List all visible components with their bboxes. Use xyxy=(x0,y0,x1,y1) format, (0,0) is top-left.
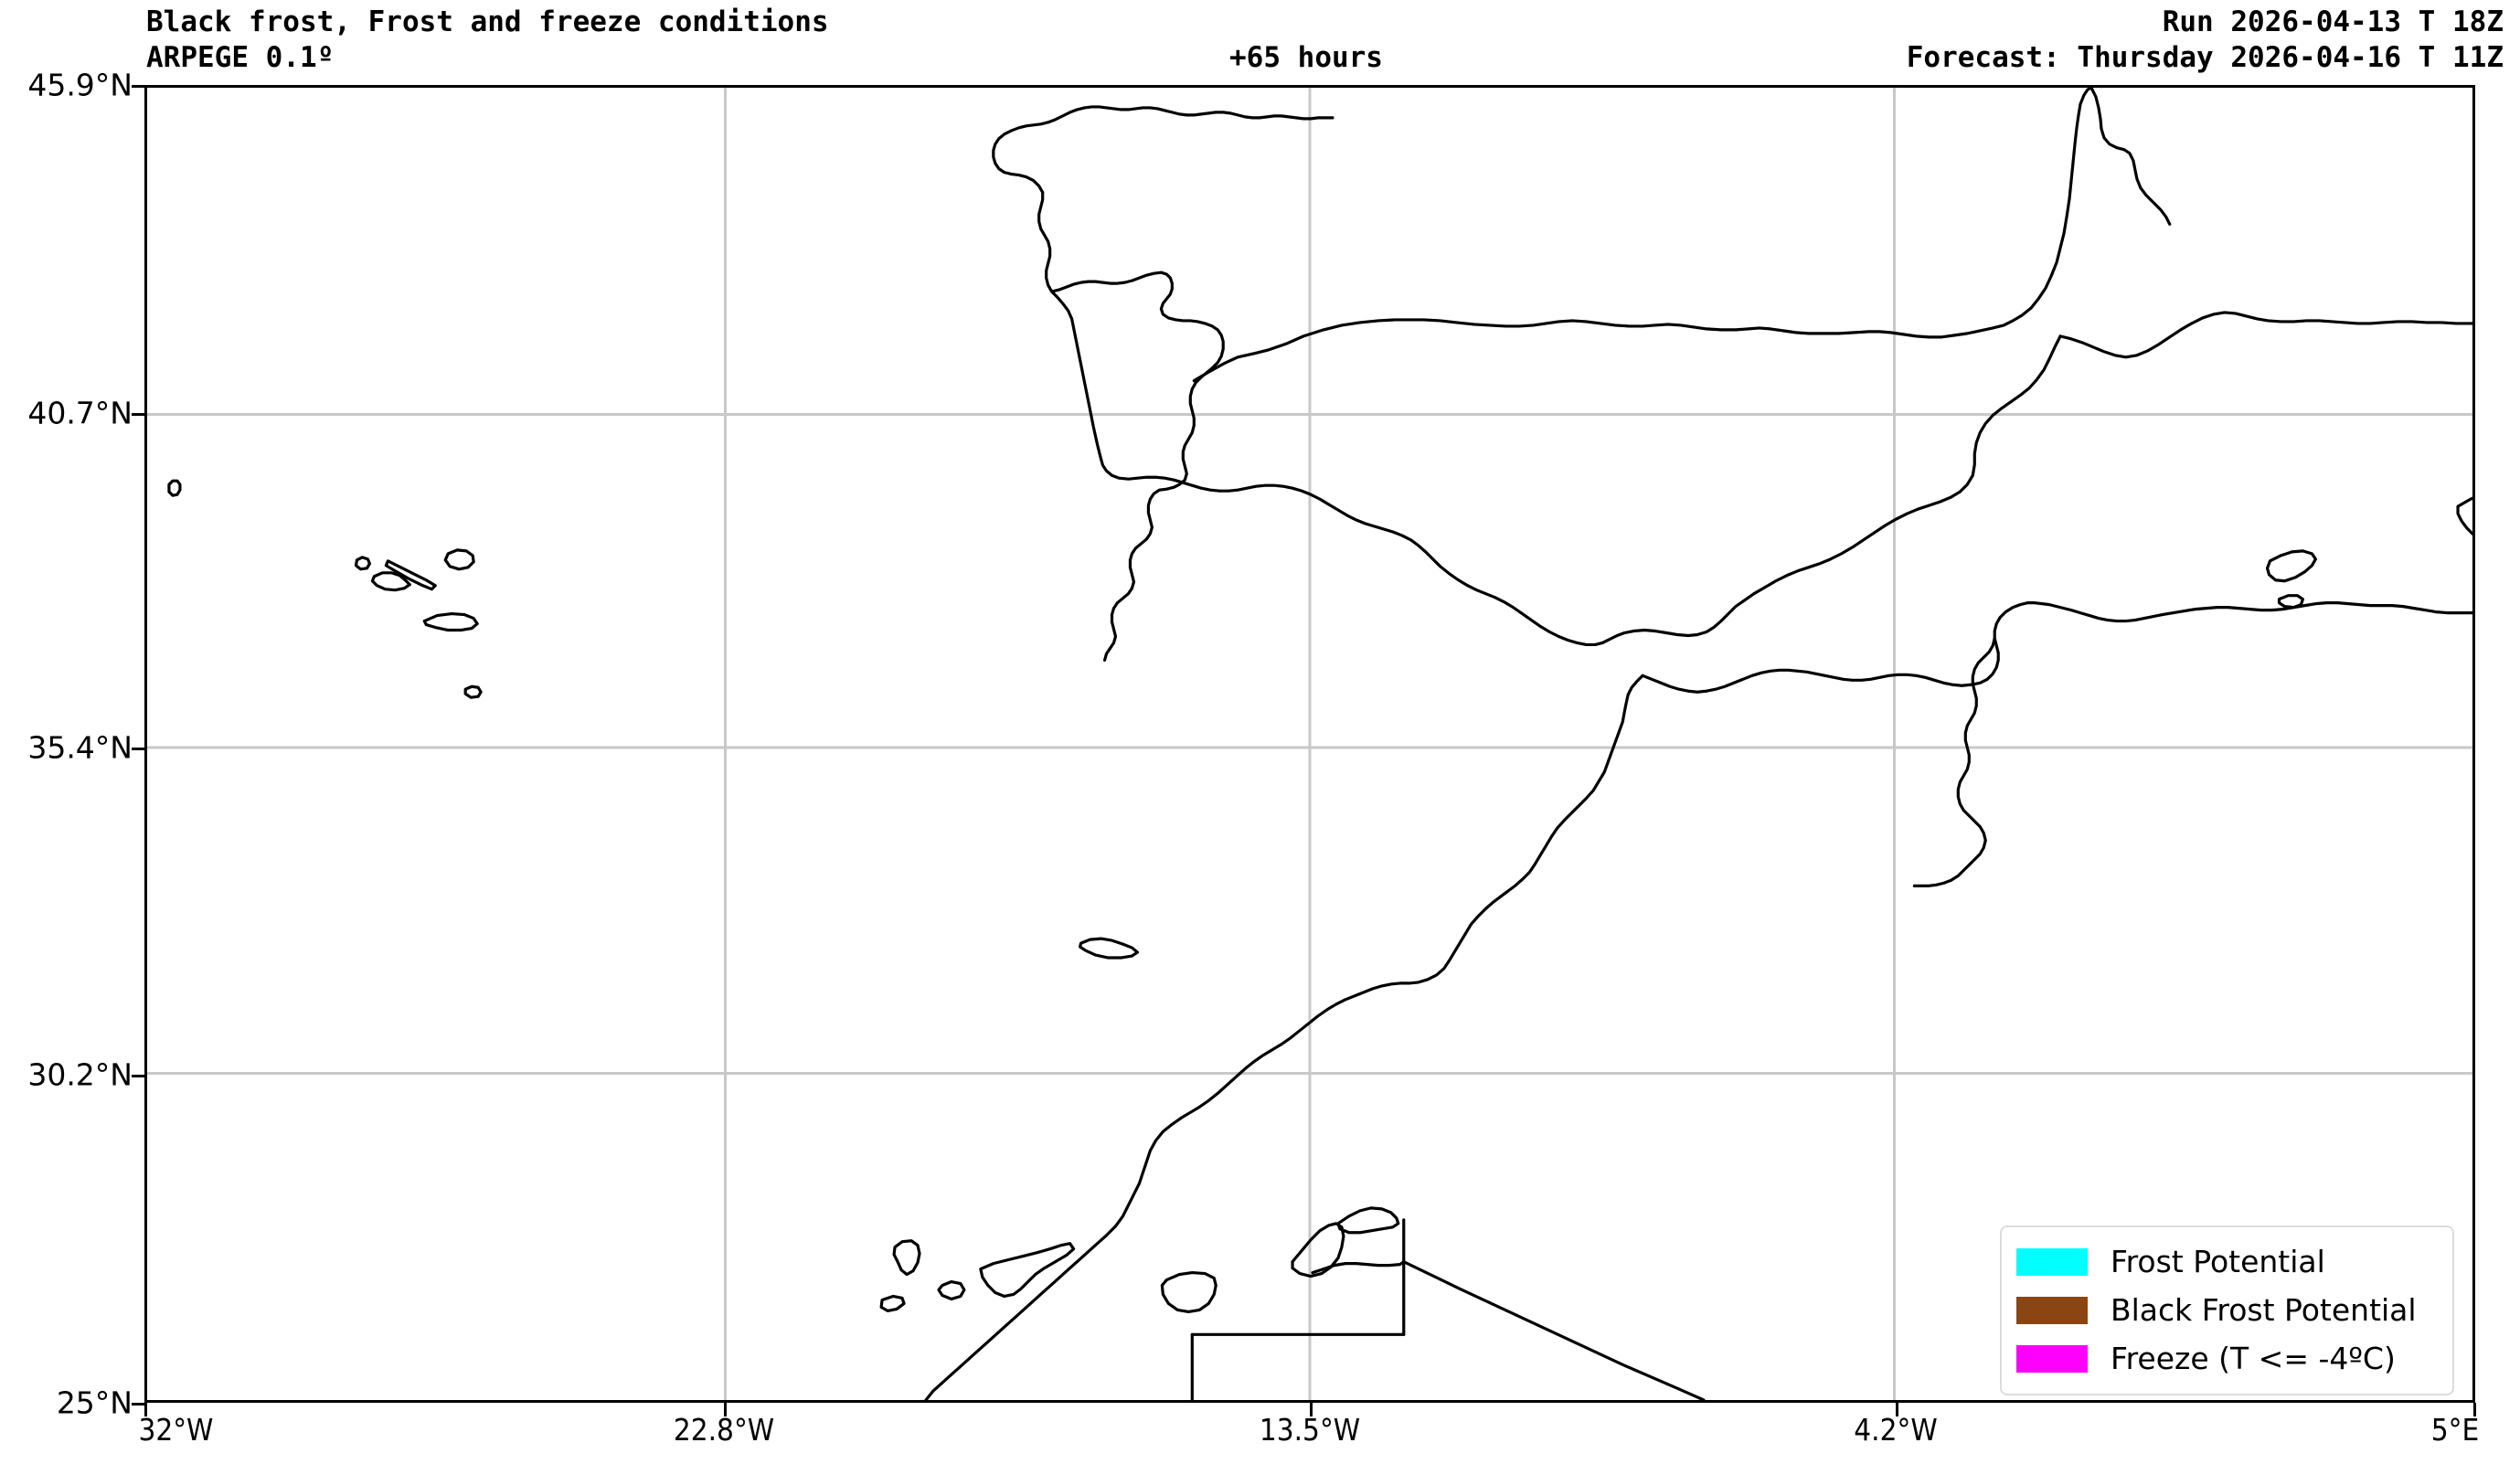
x-tick-mark xyxy=(724,1403,727,1416)
island-el-hierro xyxy=(879,1294,906,1313)
coastline-morocco-atlantic xyxy=(1137,674,1644,1185)
x-tick-mark xyxy=(2473,1403,2476,1416)
model-label: ARPEGE 0.1º xyxy=(146,41,335,74)
color-swatch-black-frost-potential xyxy=(2016,1296,2088,1324)
coastline-morocco-mediterranean xyxy=(1641,601,2073,694)
x-tick-mark xyxy=(1310,1403,1313,1416)
map-plot-area[interactable]: Frost Potential Black Frost Potential Fr… xyxy=(144,85,2475,1403)
page-title: Black frost, Frost and freeze conditions xyxy=(146,5,829,38)
coastline-algeria xyxy=(2069,601,2472,623)
island-mallorca xyxy=(2456,496,2472,536)
y-tick-mark xyxy=(132,1075,146,1077)
coastline-spain-east xyxy=(1600,334,2062,645)
x-tick-label-4-2w: 4.2°W xyxy=(1854,1412,1938,1448)
island-faial xyxy=(370,571,411,592)
map-legend: Frost Potential Black Frost Potential Fr… xyxy=(2000,1225,2454,1395)
x-tick-mark xyxy=(1896,1403,1898,1416)
coastline-galicia xyxy=(992,105,1334,195)
coastline-western-sahara xyxy=(924,1182,1142,1400)
border-portugal-spain xyxy=(1050,271,1225,662)
legend-item-black-frost-potential: Black Frost Potential xyxy=(2016,1286,2438,1334)
legend-label-freeze: Freeze (T <= -4ºC) xyxy=(2111,1341,2396,1376)
island-flores xyxy=(167,479,182,497)
island-santa-maria xyxy=(463,684,483,699)
coastline-spain-south xyxy=(1172,478,1604,647)
color-swatch-frost-potential xyxy=(2016,1247,2088,1276)
legend-label-frost-potential: Frost Potential xyxy=(2111,1244,2325,1279)
island-terceira xyxy=(422,612,479,632)
forecast-timestamp: Forecast: Thursday 2026-04-16 T 11Z xyxy=(1906,41,2504,74)
lead-time-label: +65 hours xyxy=(1229,41,1383,74)
island-pico-sao-jorge xyxy=(384,559,437,591)
island-graciosa xyxy=(443,548,475,571)
map-gridlines xyxy=(147,88,2472,1400)
y-tick-mark xyxy=(132,748,146,750)
map-coastlines xyxy=(167,88,2472,1400)
y-tick-mark xyxy=(132,1403,146,1406)
coastline-iberia xyxy=(1192,88,2093,383)
coastline-france-biscay xyxy=(2089,88,2172,226)
border-mauritania xyxy=(1402,1260,1706,1400)
y-tick-label-35-4: 35.4°N xyxy=(27,729,133,766)
island-tenerife xyxy=(979,1242,1076,1299)
island-gran-canaria xyxy=(1160,1270,1217,1313)
y-tick-mark xyxy=(132,413,146,416)
x-tick-label-32w: 32°W xyxy=(138,1412,214,1448)
island-formentera xyxy=(2277,594,2305,610)
legend-label-black-frost-potential: Black Frost Potential xyxy=(2111,1292,2417,1328)
island-la-palma xyxy=(892,1239,921,1277)
color-swatch-freeze xyxy=(2016,1344,2088,1373)
island-la-gomera xyxy=(937,1279,966,1301)
coastline-portugal-west xyxy=(1037,190,1175,482)
x-tick-label-13-5w: 13.5°W xyxy=(1259,1412,1361,1448)
legend-item-frost-potential: Frost Potential xyxy=(2016,1237,2438,1286)
island-lanzarote xyxy=(1336,1206,1400,1235)
map-canvas xyxy=(147,88,2472,1400)
y-tick-mark xyxy=(132,85,146,88)
x-tick-mark xyxy=(144,1403,147,1416)
run-timestamp: Run 2026-04-13 T 18Z xyxy=(2162,5,2504,38)
x-tick-label-22-8w: 22.8°W xyxy=(673,1412,775,1448)
y-tick-label-40-7: 40.7°N xyxy=(27,395,133,431)
island-fuerteventura xyxy=(1291,1222,1345,1278)
coastline-france-mediterranean xyxy=(2058,311,2472,359)
x-tick-label-5e: 5°E xyxy=(2430,1412,2480,1448)
y-tick-label-30-2: 30.2°N xyxy=(27,1056,133,1093)
border-morocco-algeria xyxy=(1912,636,1996,887)
island-corvo xyxy=(354,556,372,571)
y-tick-label-45-9: 45.9°N xyxy=(27,67,133,103)
y-tick-label-25: 25°N xyxy=(56,1384,133,1421)
legend-item-freeze: Freeze (T <= -4ºC) xyxy=(2016,1334,2438,1383)
island-ibiza xyxy=(2265,549,2318,583)
island-madeira xyxy=(1078,937,1140,960)
